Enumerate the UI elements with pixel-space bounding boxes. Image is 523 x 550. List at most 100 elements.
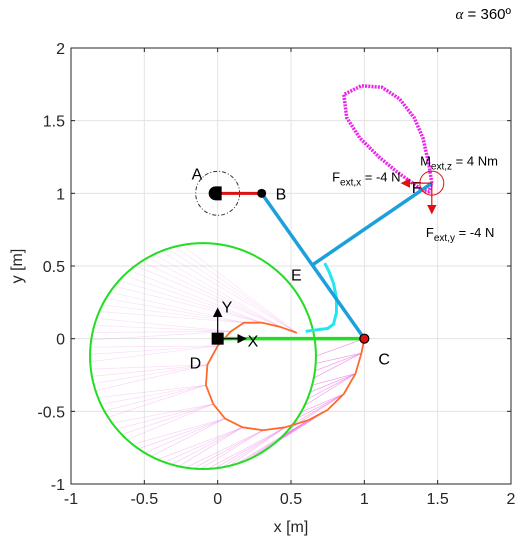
annotation-subscript: ext,x	[340, 178, 361, 189]
sweep-line	[314, 352, 362, 372]
x-tick-label: 1	[360, 491, 369, 508]
sweep-line	[92, 331, 231, 333]
sweep-line	[154, 254, 281, 328]
y-tick-label: 0	[56, 332, 65, 349]
y-tick-label: 2	[56, 41, 65, 58]
moment-circle	[419, 170, 445, 196]
sweep-line	[94, 325, 231, 332]
alpha-symbol: α	[455, 7, 464, 23]
sweep-line	[165, 427, 243, 463]
sweep-line	[296, 393, 344, 419]
sweep-line	[117, 403, 214, 430]
point-label-b: B	[276, 186, 287, 203]
sweep-line	[148, 257, 281, 328]
sweep-line	[201, 429, 264, 469]
sweep-line	[91, 331, 231, 341]
sweep-line	[99, 311, 245, 324]
point-label-a: A	[192, 166, 203, 183]
point-label-f: F	[412, 180, 422, 197]
sweep-line	[311, 373, 356, 386]
sweep-line	[139, 418, 226, 449]
wrist-path	[305, 262, 338, 333]
sweep-line	[108, 384, 207, 418]
x-tick-label: 1.5	[427, 491, 449, 508]
x-axis-label: x [m]	[274, 519, 309, 536]
sweep-line	[90, 345, 218, 355]
sweep-line	[114, 286, 262, 324]
sweep-line	[303, 373, 356, 407]
joint-c	[359, 333, 370, 344]
sweep-line	[315, 338, 365, 357]
sweep-line	[158, 426, 243, 460]
annotation-value: = 4 Nm	[452, 154, 498, 169]
joint-b	[257, 188, 267, 198]
sweep-line	[209, 427, 286, 469]
sweep-line	[151, 418, 226, 457]
sweep-line	[101, 384, 206, 405]
frame-y-label: Y	[222, 300, 233, 317]
pivot-a	[208, 186, 222, 201]
sweep-line	[313, 352, 362, 379]
sweep-line	[104, 384, 207, 412]
sweep-line	[145, 418, 226, 453]
sweep-line	[106, 298, 245, 324]
sweep-line	[102, 304, 245, 324]
sweep-line	[90, 345, 218, 348]
annotation-symbol: F	[332, 170, 340, 185]
sweep-line	[90, 364, 208, 370]
sweep-line	[98, 384, 206, 398]
x-tick-label: -0.5	[131, 491, 159, 508]
force-annotation: Fext,y = -4 N	[426, 225, 494, 244]
sweep-line	[161, 251, 298, 334]
sweep-line	[168, 249, 298, 334]
sweep-lines	[90, 245, 365, 469]
sweep-line	[110, 291, 245, 324]
point-label-e: E	[291, 268, 302, 285]
y-tick-label: 0.5	[43, 259, 65, 276]
sweep-line	[112, 403, 214, 424]
sweep-line	[119, 280, 262, 324]
annotation-value: = -4 N	[455, 225, 494, 240]
y-tick-label: -1	[51, 477, 65, 494]
sweep-line	[292, 393, 344, 425]
sweep-line	[300, 393, 344, 413]
sweep-line	[175, 247, 298, 334]
sweep-line	[231, 427, 286, 465]
sweep-line	[224, 427, 286, 467]
sweep-line	[96, 318, 231, 332]
x-tick-label: 0	[213, 491, 222, 508]
sweep-line	[187, 429, 264, 468]
sweep-line	[130, 270, 262, 324]
sweep-line	[95, 364, 208, 391]
sweep-line	[90, 345, 218, 363]
trajectory-loop	[342, 84, 434, 194]
y-axis-label: y [m]	[9, 249, 26, 284]
base-d	[211, 332, 224, 345]
sweep-line	[315, 352, 362, 364]
sweep-line	[309, 373, 356, 393]
sweep-line	[127, 403, 214, 440]
sweep-line	[91, 364, 208, 377]
annotation-subscript: ext,y	[434, 233, 455, 244]
sweep-line	[307, 373, 356, 400]
plot-area	[89, 84, 434, 471]
sweep-line	[172, 427, 243, 465]
point-label-c: C	[378, 352, 390, 369]
sweep-line	[133, 418, 226, 445]
sweep-line	[179, 427, 243, 466]
y-tick-label: 1	[56, 186, 65, 203]
annotation-value: = -4 N	[361, 170, 400, 185]
annotation-subscript: ext,z	[431, 162, 452, 173]
alpha-value: = 360º	[463, 6, 511, 23]
annotation-symbol: F	[426, 225, 434, 240]
sweep-line	[122, 403, 214, 435]
axes: -1 -0.5 0 0.5 1 1.5 2 -1 -0.5 0 0.5 1 1.5 2 x [m] y [m]	[9, 41, 516, 536]
sweep-line	[194, 429, 264, 469]
sweep-line	[135, 265, 281, 328]
point-label-d: D	[190, 356, 202, 373]
y-tick-label: 1.5	[43, 114, 65, 131]
workspace-circle	[89, 242, 317, 471]
x-tick-label: 2	[507, 491, 516, 508]
force-annotation: Fext,x = -4 N	[332, 170, 400, 189]
